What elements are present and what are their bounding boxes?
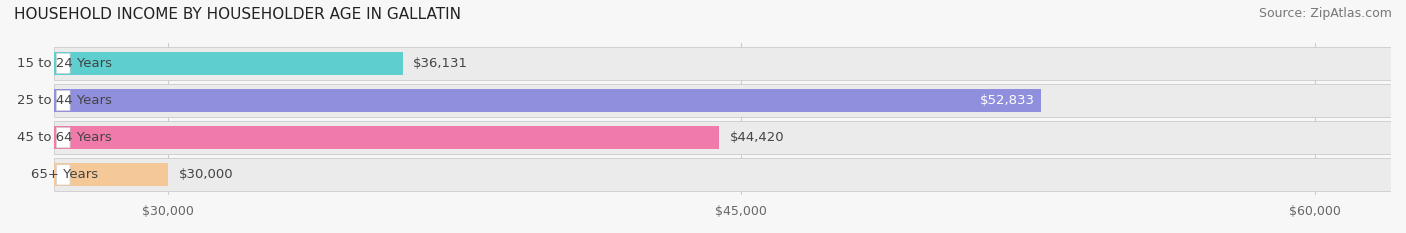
Text: HOUSEHOLD INCOME BY HOUSEHOLDER AGE IN GALLATIN: HOUSEHOLD INCOME BY HOUSEHOLDER AGE IN G… xyxy=(14,7,461,22)
Bar xyxy=(53,47,1391,80)
Bar xyxy=(53,163,169,186)
Text: 15 to 24 Years: 15 to 24 Years xyxy=(17,57,112,70)
Text: $30,000: $30,000 xyxy=(179,168,233,181)
FancyBboxPatch shape xyxy=(56,90,70,111)
Bar xyxy=(53,126,720,149)
Text: Source: ZipAtlas.com: Source: ZipAtlas.com xyxy=(1258,7,1392,20)
FancyBboxPatch shape xyxy=(56,53,70,74)
Bar xyxy=(53,89,1040,112)
Bar xyxy=(53,121,1391,154)
Bar xyxy=(53,158,1391,191)
Text: 25 to 44 Years: 25 to 44 Years xyxy=(17,94,112,107)
Bar xyxy=(53,52,402,75)
Text: $44,420: $44,420 xyxy=(730,131,785,144)
Bar xyxy=(53,84,1391,117)
Text: 65+ Years: 65+ Years xyxy=(31,168,98,181)
Text: $52,833: $52,833 xyxy=(980,94,1035,107)
FancyBboxPatch shape xyxy=(56,165,70,185)
FancyBboxPatch shape xyxy=(56,127,70,148)
Text: $36,131: $36,131 xyxy=(413,57,468,70)
Text: 45 to 64 Years: 45 to 64 Years xyxy=(17,131,112,144)
